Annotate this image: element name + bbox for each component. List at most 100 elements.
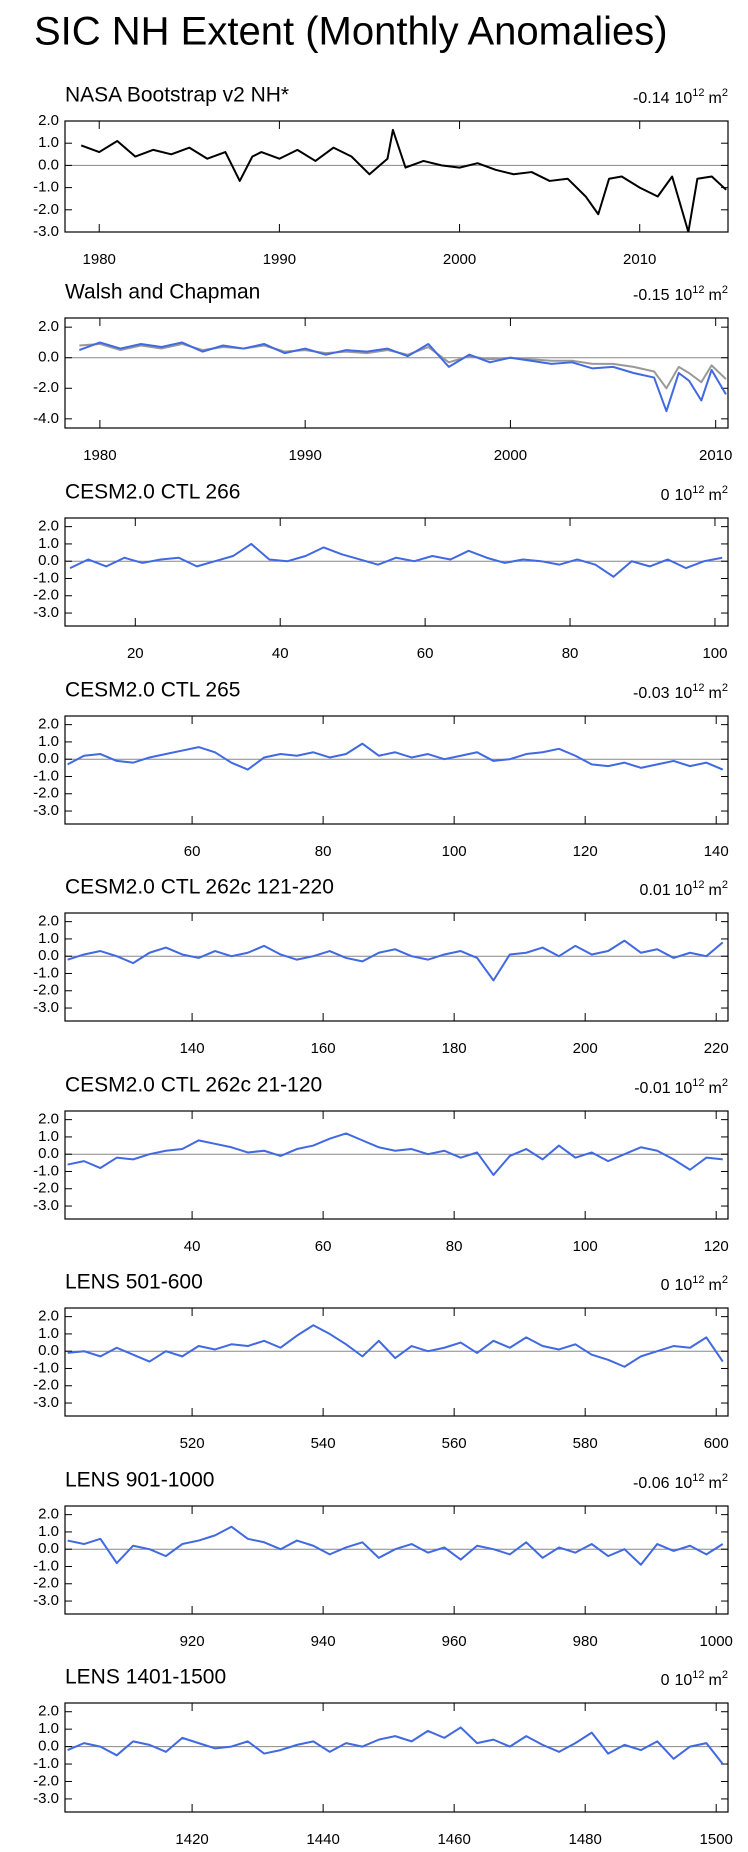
y-tick-label: 1.0: [38, 134, 59, 151]
x-tick-label: 2000: [443, 251, 476, 268]
x-tick-label: 960: [442, 1633, 467, 1650]
data-line: [67, 1525, 724, 1566]
y-tick-label: 2.0: [38, 112, 59, 129]
unit-exponent: 2: [722, 879, 728, 891]
plot-frame: [64, 715, 729, 825]
x-tick-label: 160: [311, 1040, 336, 1057]
y-tick-label: 2.0: [38, 518, 59, 535]
x-tick-label: 560: [442, 1435, 467, 1452]
x-tick-label: 940: [311, 1633, 336, 1650]
x-tick-label: 520: [180, 1435, 205, 1452]
y-tick-label: 0.0: [38, 1540, 59, 1557]
x-tick-label: 120: [704, 1238, 729, 1255]
unit: m: [709, 487, 722, 504]
panel: CESM2.0 CTL 262c 21-120 -0.01 1012 m2 2.01.0…: [33, 1074, 729, 1255]
y-tick-label: -4.0: [33, 410, 59, 427]
y-tick-label: -2.0: [33, 201, 59, 218]
y-tick-label: 0.0: [38, 1145, 59, 1162]
data-line: [67, 1132, 723, 1176]
y-tick-label: -2.0: [33, 1772, 59, 1789]
x-tick-label: 1420: [175, 1831, 208, 1848]
annotation: -0.06 1012 m2: [633, 1472, 728, 1492]
y-tick-label: -1.0: [33, 1162, 59, 1179]
annotation: -0.15 1012 m2: [633, 284, 728, 304]
unit: m: [709, 90, 722, 107]
y-tick-label: 0.0: [38, 1342, 59, 1359]
plot-frame: [64, 317, 729, 429]
unit-exponent: 2: [722, 484, 728, 496]
data-line: [67, 1324, 724, 1368]
unit-exponent: 12: [692, 87, 704, 99]
plot-frame: [64, 1505, 729, 1615]
plot-frame: [64, 1307, 729, 1417]
x-tick-label: 580: [573, 1435, 598, 1452]
panel-title: CESM2.0 CTL 266: [65, 481, 240, 504]
y-tick-label: 2.0: [38, 1111, 59, 1128]
y-tick-label: -3.0: [33, 999, 59, 1016]
unit-base: 10: [675, 90, 693, 107]
x-tick-label: 920: [180, 1633, 205, 1650]
panel-title: LENS 901-1000: [65, 1469, 214, 1492]
x-tick-label: 180: [442, 1040, 467, 1057]
annotation-value: -0.03: [633, 685, 670, 702]
unit-exponent: 2: [722, 87, 728, 99]
plot-frame: [64, 1110, 729, 1220]
x-tick-label: 1990: [263, 251, 296, 268]
unit-base: 10: [675, 1672, 693, 1689]
x-tick-label: 100: [702, 645, 727, 662]
x-tick-label: 100: [442, 843, 467, 860]
unit-base: 10: [675, 487, 693, 504]
y-tick-label: 0.0: [38, 156, 59, 173]
unit-exponent: 2: [722, 1274, 728, 1286]
y-tick-label: 1.0: [38, 1523, 59, 1540]
panel: CESM2.0 CTL 265 -0.03 1012 m22.01.00.0-1.0-…: [33, 679, 729, 860]
annotation: -0.01 1012 m2: [634, 1077, 728, 1097]
y-tick-label: 1.0: [38, 1720, 59, 1737]
x-tick-label: 220: [704, 1040, 729, 1057]
y-tick-label: -3.0: [33, 802, 59, 819]
x-tick-label: 120: [573, 843, 598, 860]
x-tick-label: 1440: [306, 1831, 339, 1848]
x-tick-label: 40: [272, 645, 289, 662]
x-tick-label: 1500: [700, 1831, 733, 1848]
y-tick-label: 2.0: [38, 1308, 59, 1325]
y-tick-label: 0.0: [38, 349, 59, 366]
x-tick-label: 2000: [494, 447, 527, 464]
unit-base: 10: [675, 685, 693, 702]
unit: m: [709, 685, 722, 702]
x-tick-label: 80: [562, 645, 579, 662]
y-tick-label: -2.0: [33, 1377, 59, 1394]
y-tick-label: 2.0: [38, 1703, 59, 1720]
panel: Walsh and Chapman -0.15 1012 m2 2.0 0.0 -2.0 -4…: [33, 281, 732, 464]
y-tick-label: 1.0: [38, 930, 59, 947]
panel-title: Walsh and Chapman: [65, 281, 260, 304]
x-tick-label: 1460: [437, 1831, 470, 1848]
panel: NASA Bootstrap v2 NH* -0.14 1012 m2 2.0 1.0 0.…: [33, 84, 729, 268]
unit-exponent: 12: [692, 284, 704, 296]
unit-exponent: 2: [722, 284, 728, 296]
unit: m: [709, 1672, 722, 1689]
x-tick-label: 1480: [568, 1831, 601, 1848]
x-tick-label: 140: [180, 1040, 205, 1057]
unit-exponent: 12: [692, 682, 704, 694]
panel: LENS 501-600 0 1012 m2 2.01.00.0-1.0-2.0-3.0…: [33, 1271, 729, 1452]
y-tick-label: -3.0: [33, 604, 59, 621]
unit: m: [709, 1475, 722, 1492]
y-tick-label: -1.0: [33, 179, 59, 196]
plot-frame: [64, 1702, 729, 1813]
y-tick-label: -3.0: [33, 223, 59, 240]
unit-exponent: 12: [692, 1274, 704, 1286]
y-tick-label: -3.0: [33, 1197, 59, 1214]
annotation-value: -0.06: [633, 1475, 670, 1492]
y-tick-label: 0.0: [38, 552, 59, 569]
y-tick-label: -2.0: [33, 1575, 59, 1592]
x-tick-label: 1980: [83, 447, 116, 464]
annotation-value: 0: [661, 1277, 670, 1294]
unit: m: [709, 882, 722, 899]
y-tick-label: -3.0: [33, 1790, 59, 1807]
y-tick-label: 1.0: [38, 1128, 59, 1145]
x-tick-label: 20: [127, 645, 144, 662]
unit-exponent: 2: [722, 682, 728, 694]
plot-frame: [64, 912, 729, 1022]
panel: CESM2.0 CTL 266 0 1012 m2 2.01.00.0-1.0-2.0-…: [33, 481, 729, 662]
